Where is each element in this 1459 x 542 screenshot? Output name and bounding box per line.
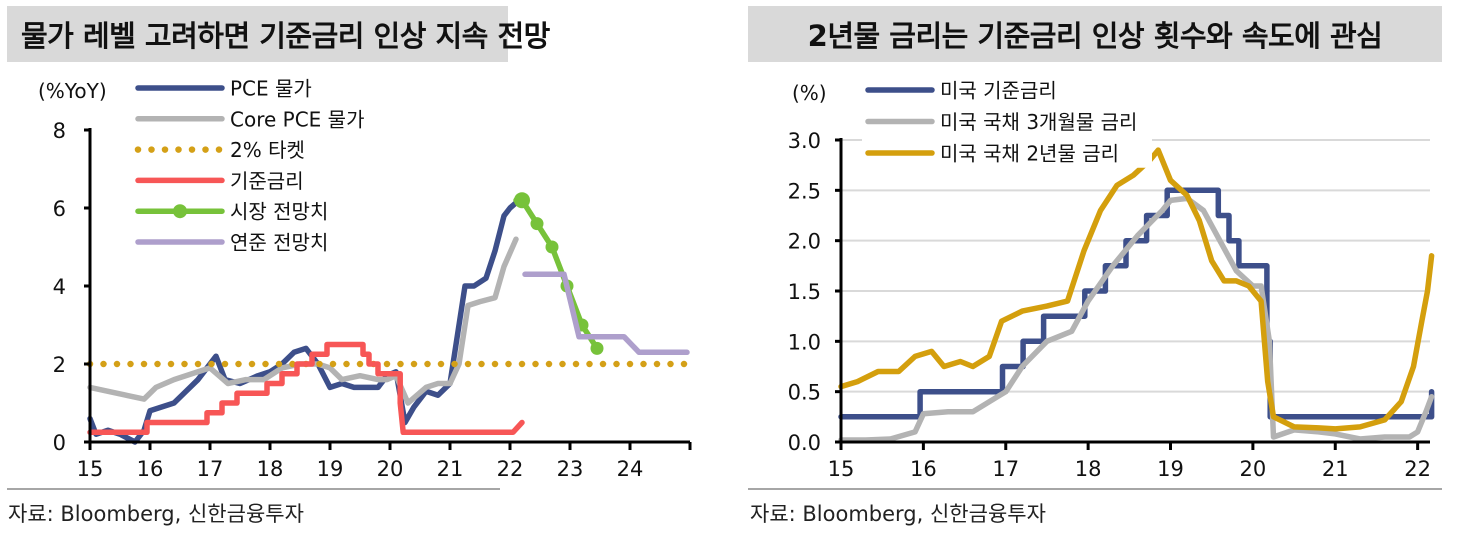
series-line-0	[87, 197, 522, 445]
x-tick-label: 17	[197, 457, 224, 481]
legend-label: PCE 물가	[230, 77, 312, 101]
right-chart-panel: 2년물 금리는 기준금리 인상 횟수와 속도에 관심 0.0 0.5 1.0 1.5 2…	[730, 0, 1459, 542]
x-tick-label: 19	[1157, 457, 1184, 481]
left-chart-title: 물가 레벨 고려하면 기준금리 인상 지속 전망	[21, 19, 550, 53]
y-tick-label: 6	[53, 197, 66, 221]
series-marker	[590, 341, 604, 355]
legend-label: 기준금리	[230, 169, 304, 193]
x-tick-label: 24	[617, 457, 644, 481]
legend-item-0: PCE 물가	[135, 77, 312, 101]
x-tick-label: 17	[992, 457, 1019, 481]
x-tick-label: 15	[77, 457, 104, 481]
x-tick-label: 22	[1404, 457, 1431, 481]
series-line-3	[87, 341, 525, 436]
legend-label: Core PCE 물가	[230, 107, 364, 131]
series-line-0	[838, 187, 1435, 420]
y-tick-label: 2	[53, 353, 66, 377]
legend-item-2: 미국 국채 2년물 금리	[862, 138, 1152, 168]
y-tick-label: 0.5	[788, 381, 821, 405]
legend-label: 시장 전망치	[230, 200, 328, 224]
series-line-2	[838, 147, 1435, 432]
right-source-divider	[748, 488, 1442, 490]
right-chart-title: 2년물 금리는 기준금리 인상 횟수와 속도에 관심	[807, 19, 1383, 53]
legend-label: 연준 전망치	[230, 231, 328, 255]
left-chart-panel: 물가 레벨 고려하면 기준금리 인상 지속 전망 0 2 4 6 8 15 16 17 18 19…	[7, 6, 694, 526]
series-line-1	[87, 236, 519, 406]
y-tick-label: 8	[53, 119, 66, 143]
y-tick-label: 0	[53, 431, 66, 455]
legend-item-4: 시장 전망치	[135, 200, 328, 224]
left-y-unit-label: (%YoY)	[38, 79, 107, 103]
series-marker	[545, 240, 559, 254]
left-chart-title-bar: 물가 레벨 고려하면 기준금리 인상 지속 전망	[7, 6, 550, 62]
right-chart-plot: 0.0 0.5 1.0 1.5 2.0 2.5 3.0 15 16 17 18 19 20 21 22 (%…	[788, 75, 1435, 481]
x-tick-label: 16	[137, 457, 164, 481]
series-line-1	[838, 195, 1435, 443]
y-tick-label: 4	[53, 275, 66, 299]
x-tick-label: 15	[828, 457, 855, 481]
x-tick-label: 18	[1075, 457, 1102, 481]
left-source-note: 자료: Bloomberg, 신한금융투자	[8, 502, 304, 526]
y-tick-label: 1.5	[788, 280, 821, 304]
right-y-unit-label: (%)	[792, 81, 827, 105]
legend-marker	[173, 204, 187, 219]
legend-item-1: Core PCE 물가	[135, 107, 364, 131]
x-tick-label: 20	[377, 457, 404, 481]
x-tick-label: 18	[257, 457, 284, 481]
legend-label: 미국 국채 2년물 금리	[940, 142, 1119, 166]
series-line-5	[522, 271, 690, 356]
legend-item-5: 연준 전망치	[135, 231, 328, 255]
y-tick-label: 2.0	[788, 230, 821, 254]
y-tick-label: 1.0	[788, 330, 821, 354]
x-tick-label: 20	[1240, 457, 1267, 481]
x-tick-label: 19	[317, 457, 344, 481]
right-chart-title-bar: 2년물 금리는 기준금리 인상 횟수와 속도에 관심	[748, 6, 1442, 62]
legend-item-3: 기준금리	[135, 169, 304, 193]
x-tick-label: 23	[557, 457, 584, 481]
legend-label: 미국 국채 3개월물 금리	[940, 110, 1137, 134]
x-tick-label: 16	[910, 457, 937, 481]
series-marker	[530, 217, 544, 231]
legend-label: 2% 타켓	[230, 138, 305, 162]
legend-label: 미국 기준금리	[940, 79, 1057, 103]
y-tick-label: 2.5	[788, 179, 821, 203]
x-tick-label: 22	[497, 457, 524, 481]
x-tick-label: 21	[1322, 457, 1349, 481]
y-tick-label: 0.0	[788, 431, 821, 455]
legend-item-1: 미국 국채 3개월물 금리	[862, 106, 1152, 137]
x-tick-label: 21	[437, 457, 464, 481]
y-tick-label: 3.0	[788, 129, 821, 153]
legend-item-2: 2% 타켓	[134, 138, 305, 162]
legend-item-0: 미국 기준금리	[862, 75, 1152, 105]
series-marker	[514, 192, 530, 209]
left-source-divider	[7, 488, 500, 490]
right-source-note: 자료: Bloomberg, 신한금융투자	[750, 502, 1046, 526]
